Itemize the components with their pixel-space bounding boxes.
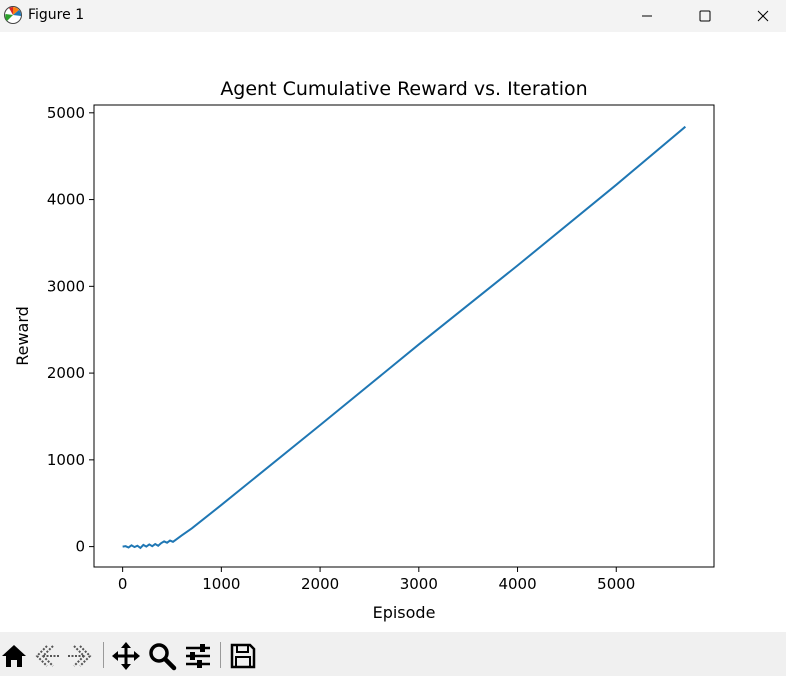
close-button[interactable] <box>740 0 786 32</box>
x-tick-label: 0 <box>118 575 128 593</box>
x-tick-label: 4000 <box>498 575 536 593</box>
minimize-button[interactable] <box>624 0 670 32</box>
configure-subplots-button[interactable] <box>182 640 214 672</box>
chart-title: Agent Cumulative Reward vs. Iteration <box>220 78 587 100</box>
y-axis-label: Reward <box>13 306 32 366</box>
zoom-icon <box>149 643 177 671</box>
y-tick-label: 3000 <box>47 277 85 295</box>
forward-arrow-icon <box>68 645 92 667</box>
navigation-toolbar <box>0 632 786 676</box>
maximize-button[interactable] <box>682 0 728 32</box>
x-tick-label: 5000 <box>597 575 635 593</box>
line-chart: Agent Cumulative Reward vs. Iteration Ep… <box>13 78 715 622</box>
x-tick-label: 2000 <box>301 575 339 593</box>
window-title: Figure 1 <box>28 7 85 23</box>
toolbar-separator <box>103 642 104 668</box>
save-icon <box>230 643 256 669</box>
zoom-button[interactable] <box>146 640 178 672</box>
minimize-icon <box>642 15 652 17</box>
y-axis-ticks: 0 1000 2000 3000 4000 5000 <box>47 104 94 556</box>
home-button[interactable] <box>0 640 30 672</box>
x-tick-label: 1000 <box>202 575 240 593</box>
x-axis-ticks: 0 1000 2000 3000 4000 5000 <box>118 567 635 593</box>
title-bar: Figure 1 <box>0 0 786 32</box>
y-tick-label: 4000 <box>47 191 85 209</box>
y-tick-label: 0 <box>75 538 85 556</box>
reward-series-line <box>122 125 687 550</box>
forward-button[interactable] <box>64 640 96 672</box>
save-button[interactable] <box>227 640 259 672</box>
y-tick-label: 1000 <box>47 451 85 469</box>
configure-subplots-icon <box>186 644 210 668</box>
close-icon <box>757 10 769 22</box>
x-tick-label: 3000 <box>400 575 438 593</box>
back-arrow-icon <box>35 645 59 667</box>
toolbar-separator <box>220 642 221 668</box>
x-axis-label: Episode <box>373 603 436 622</box>
pan-button[interactable] <box>110 640 142 672</box>
y-tick-label: 5000 <box>47 104 85 122</box>
maximize-icon <box>699 10 711 22</box>
plot-area <box>93 104 715 568</box>
y-tick-label: 2000 <box>47 364 85 382</box>
figure-canvas: Agent Cumulative Reward vs. Iteration Ep… <box>0 32 786 632</box>
matplotlib-logo-icon <box>4 6 22 24</box>
pan-icon <box>112 642 140 670</box>
back-button[interactable] <box>31 640 63 672</box>
home-icon <box>2 645 26 667</box>
